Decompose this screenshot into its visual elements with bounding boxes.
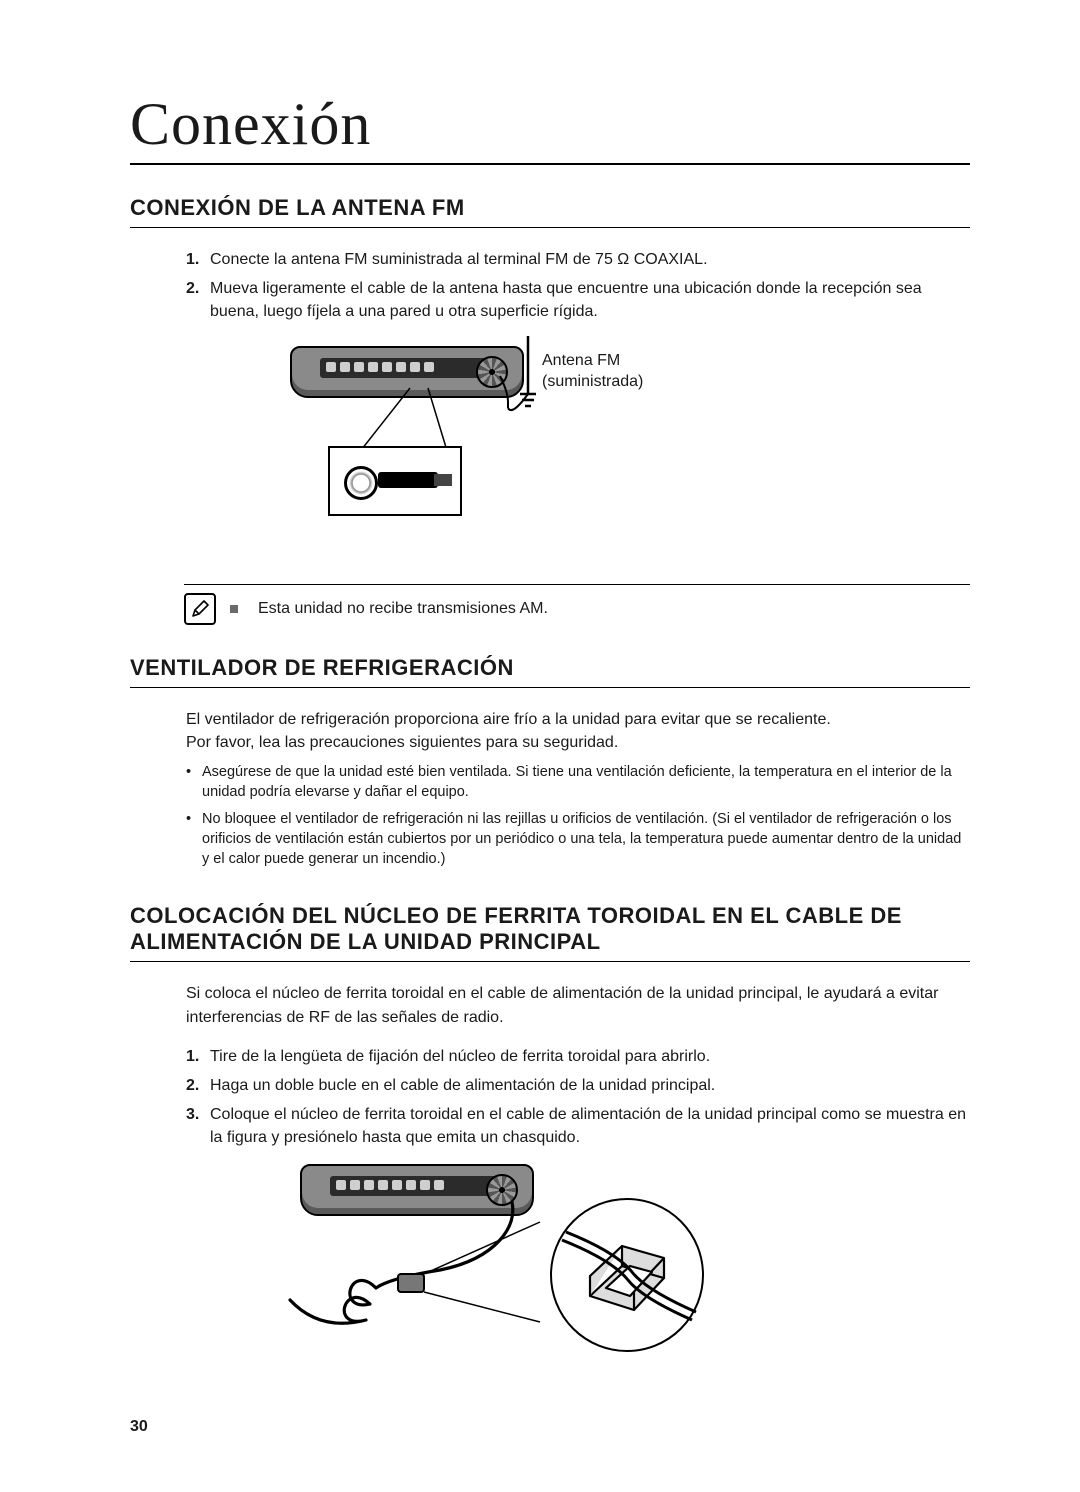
- ferrite-core-detail-icon: [550, 1198, 704, 1352]
- step-text: Conecte la antena FM suministrada al ter…: [210, 251, 708, 268]
- step-text: Mueva ligeramente el cable de la antena …: [210, 280, 922, 320]
- ferrite-figure: [130, 1164, 970, 1354]
- note-row: Esta unidad no recibe transmisiones AM.: [184, 593, 970, 625]
- fan-intro: El ventilador de refrigeración proporcio…: [186, 708, 970, 754]
- antenna-step-1: 1.Conecte la antena FM suministrada al t…: [186, 248, 970, 271]
- fan-bullet-1: Asegúrese de que la unidad esté bien ven…: [186, 762, 970, 803]
- section-heading-fan: VENTILADOR DE REFRIGERACIÓN: [130, 655, 970, 688]
- step-text: Haga un doble bucle en el cable de alime…: [210, 1077, 715, 1094]
- label-line2: (suministrada): [542, 373, 643, 390]
- label-line1: Antena FM: [542, 352, 620, 369]
- step-text: Tire de la lengüeta de fijación del núcl…: [210, 1048, 710, 1065]
- page-number: 30: [130, 1418, 148, 1436]
- ferrite-steps: 1.Tire de la lengüeta de fijación del nú…: [186, 1045, 970, 1150]
- note-divider: [184, 584, 970, 585]
- fan-intro-line2: Por favor, lea las precauciones siguient…: [186, 734, 618, 751]
- note-bullet-icon: [230, 605, 238, 613]
- antenna-figure: Antena FM (suministrada): [130, 346, 970, 556]
- chapter-title: Conexión: [130, 90, 970, 165]
- fan-intro-line1: El ventilador de refrigeración proporcio…: [186, 711, 831, 728]
- note-pencil-icon: [184, 593, 216, 625]
- fan-bullet-2: No bloquee el ventilador de refrigeració…: [186, 809, 970, 870]
- antenna-steps: 1.Conecte la antena FM suministrada al t…: [186, 248, 970, 324]
- note-text: Esta unidad no recibe transmisiones AM.: [258, 600, 548, 618]
- antenna-figure-label: Antena FM (suministrada): [542, 350, 643, 393]
- antenna-port-detail-icon: [328, 446, 462, 516]
- section-heading-antenna: CONEXIÓN DE LA ANTENA FM: [130, 195, 970, 228]
- ferrite-intro: Si coloca el núcleo de ferrita toroidal …: [186, 982, 970, 1028]
- step-text: Coloque el núcleo de ferrita toroidal en…: [210, 1106, 966, 1146]
- ferrite-step-3: 3.Coloque el núcleo de ferrita toroidal …: [186, 1103, 970, 1149]
- antenna-step-2: 2.Mueva ligeramente el cable de la anten…: [186, 277, 970, 323]
- section-heading-ferrite: COLOCACIÓN DEL NÚCLEO DE FERRITA TOROIDA…: [130, 903, 970, 962]
- fan-bullets: Asegúrese de que la unidad esté bien ven…: [186, 762, 970, 869]
- ferrite-step-2: 2.Haga un doble bucle en el cable de ali…: [186, 1074, 970, 1097]
- ferrite-step-1: 1.Tire de la lengüeta de fijación del nú…: [186, 1045, 970, 1068]
